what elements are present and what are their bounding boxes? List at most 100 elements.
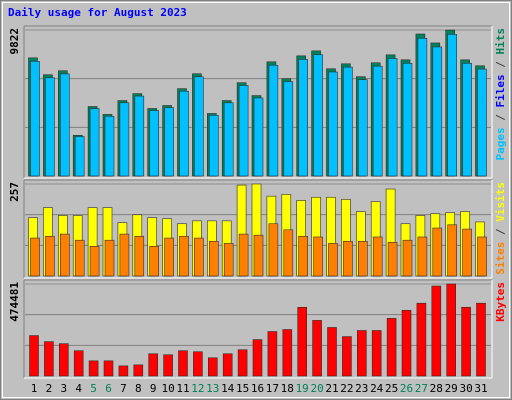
x-tick-label: 9	[150, 382, 157, 395]
bar	[104, 115, 115, 177]
bar	[268, 64, 279, 177]
bar	[387, 242, 398, 277]
x-tick-label: 8	[135, 382, 142, 395]
bar	[313, 54, 323, 177]
bar	[313, 236, 323, 277]
bar	[343, 240, 353, 277]
x-tick-label: 7	[120, 382, 127, 395]
bar	[417, 37, 428, 177]
bar	[462, 62, 472, 177]
x-tick-label: 31	[474, 382, 487, 395]
x-tick-label: 14	[221, 382, 235, 395]
bar	[253, 97, 264, 177]
x-tick-label: 30	[459, 382, 472, 395]
chart-title: Daily usage for August 2023	[8, 6, 187, 19]
bar	[44, 341, 54, 377]
bar	[431, 285, 442, 377]
bar	[357, 79, 368, 177]
bar	[73, 350, 84, 377]
bar	[283, 81, 294, 177]
bar	[238, 85, 249, 177]
bar	[133, 364, 144, 377]
bar	[401, 309, 412, 377]
bar	[267, 331, 278, 377]
bar	[402, 62, 413, 177]
bar	[446, 283, 457, 377]
bar	[327, 327, 337, 377]
legend-entry: /	[494, 114, 507, 121]
x-tick-label: 11	[176, 382, 189, 395]
bar	[88, 360, 99, 377]
bar	[283, 229, 294, 277]
bar	[164, 107, 174, 177]
y-tick-label: 474481	[8, 282, 21, 322]
x-tick-label: 24	[370, 382, 384, 395]
bar	[45, 235, 55, 277]
legend-entry: KBytes	[494, 282, 507, 322]
bar	[164, 237, 174, 277]
legend-entry: Visits	[494, 182, 507, 222]
bar	[74, 136, 85, 177]
bar	[476, 302, 486, 377]
x-tick-label: 13	[206, 382, 219, 395]
bar	[119, 102, 130, 177]
x-tick-label: 5	[90, 382, 97, 395]
bar	[89, 108, 100, 177]
x-tick-label: 16	[251, 382, 264, 395]
x-tick-label: 3	[60, 382, 67, 395]
bar	[194, 237, 204, 277]
x-tick-label: 18	[281, 382, 294, 395]
bar	[357, 240, 368, 277]
bar	[179, 90, 189, 177]
bar	[178, 350, 188, 377]
x-tick-label: 12	[191, 382, 204, 395]
bar	[103, 360, 114, 377]
bar	[237, 349, 248, 377]
bar	[447, 34, 458, 177]
legend-entry: Hits	[494, 28, 507, 55]
x-tick-label: 23	[355, 382, 368, 395]
bar	[253, 234, 264, 277]
bar	[149, 245, 159, 277]
x-tick-label: 29	[445, 382, 458, 395]
legend-entry: Sites	[494, 242, 507, 275]
bar	[477, 68, 487, 177]
legend-entry: /	[494, 61, 507, 68]
bar	[148, 353, 158, 377]
bar	[252, 339, 263, 377]
bar	[89, 245, 100, 277]
bar	[297, 306, 308, 377]
bar	[223, 243, 234, 277]
bar	[372, 236, 383, 277]
bar	[134, 95, 145, 177]
x-tick-label: 27	[415, 382, 428, 395]
bar	[432, 46, 443, 177]
legend-entry: Files	[494, 74, 507, 107]
bar	[461, 306, 471, 377]
x-tick-label: 28	[430, 382, 443, 395]
bar	[238, 233, 249, 277]
legend-entry: /	[494, 228, 507, 235]
bar	[356, 330, 367, 377]
bar	[371, 330, 382, 377]
bar	[222, 353, 233, 377]
bar	[58, 343, 69, 377]
x-tick-label: 6	[105, 382, 112, 395]
bar	[387, 58, 398, 177]
x-tick-label: 10	[161, 382, 174, 395]
bar	[386, 318, 397, 377]
bar	[402, 239, 413, 277]
x-tick-label: 1	[31, 382, 38, 395]
x-tick-label: 25	[385, 382, 398, 395]
bar	[328, 71, 338, 177]
bar	[432, 227, 443, 277]
bar	[298, 59, 309, 177]
bar	[163, 354, 173, 377]
bar	[179, 235, 189, 277]
bar	[30, 61, 40, 177]
bar	[118, 365, 129, 377]
x-tick-label: 26	[400, 382, 413, 395]
bar	[59, 233, 70, 277]
x-tick-label: 15	[236, 382, 249, 395]
